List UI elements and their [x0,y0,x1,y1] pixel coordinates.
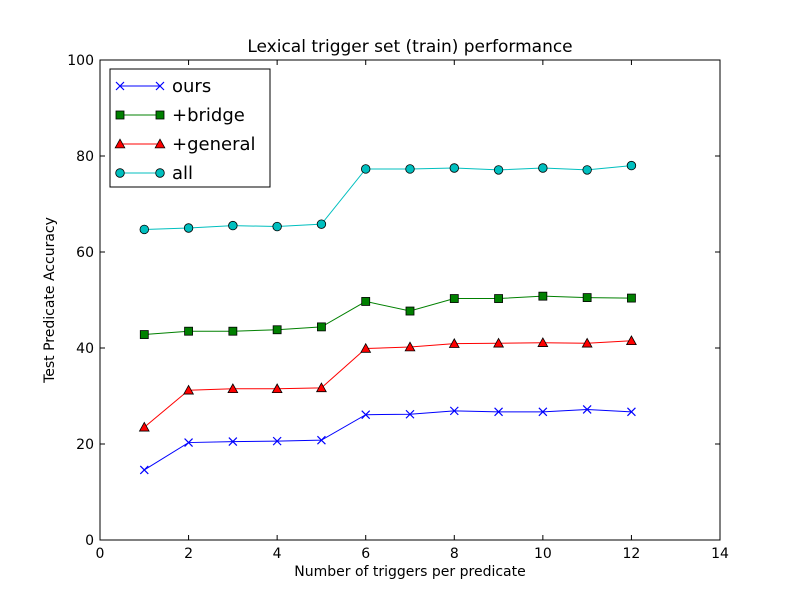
data-point-all [626,160,637,171]
x-tick-label: 4 [273,546,282,562]
data-point-bridge [582,293,592,303]
data-point-all [405,164,415,174]
data-point-all [139,224,149,235]
series-group [138,160,637,475]
legend-label-ours: ours [172,76,211,97]
legend-entry-general: +general [114,134,256,155]
y-tick-label: 20 [76,437,94,453]
y-tick-label: 40 [76,341,94,357]
data-point-bridge [494,294,503,303]
legend-marker-all [155,168,165,178]
x-tick-label: 12 [623,546,641,562]
series-all [139,160,637,235]
data-point-general [360,342,372,353]
data-point-all [582,165,592,175]
legend-label-bridge: +bridge [172,105,245,126]
legend-marker-bridge [155,110,165,120]
x-axis-title: Number of triggers per predicate [294,564,525,580]
data-point-general [404,341,416,352]
x-tick-label: 6 [361,546,370,562]
data-point-bridge [405,306,415,316]
data-point-bridge [538,291,548,301]
y-axis: 0 20 40 60 80 100 [67,53,720,549]
data-point-general [227,383,239,394]
series-bridge [139,291,636,339]
data-point-all [316,219,327,229]
legend-marker-general [154,138,166,149]
data-point-bridge [228,326,238,336]
data-point-general [625,335,637,346]
data-point-all [493,165,504,175]
data-point-general [138,421,150,432]
series-line-ours [144,408,632,471]
legend-marker-ours [155,81,165,91]
data-point-bridge [449,294,459,303]
legend-marker-all [115,168,125,178]
y-tick-label: 0 [85,533,94,549]
data-point-bridge [272,325,282,335]
data-point-bridge [317,322,326,332]
data-point-all [449,163,459,173]
legend-marker-ours [115,81,125,91]
legend: ours +bridge +general all [109,68,271,188]
series-line-bridge [144,295,632,336]
data-point-ours [582,405,592,414]
data-point-ours [449,406,459,416]
y-tick-label: 80 [76,149,94,165]
legend-entry-ours: ours [115,76,211,97]
data-point-ours [317,435,326,445]
series-line-general [143,340,632,428]
y-axis-title: Test Predicate Accuracy [42,217,58,384]
data-point-bridge [184,326,193,336]
legend-label-general: +general [172,134,256,155]
data-point-all [538,163,548,173]
legend-label-all: all [172,163,193,184]
data-point-all [272,221,282,232]
data-point-ours [627,407,636,417]
y-tick-label: 100 [67,53,94,69]
legend-marker-bridge [115,110,125,120]
data-point-bridge [139,330,149,339]
data-point-general [315,382,327,393]
data-point-ours [139,465,149,475]
data-point-general [493,337,505,348]
data-point-all [361,164,371,174]
data-point-ours [228,437,238,447]
data-point-general [581,337,593,348]
data-point-ours [272,436,282,446]
x-tick-label: 2 [184,546,193,562]
data-point-ours [494,407,503,417]
data-point-general [448,338,460,348]
data-point-ours [538,407,548,417]
series-general [138,335,637,432]
legend-entry-all: all [115,163,193,184]
x-tick-label: 14 [711,546,729,562]
chart-title: Lexical trigger set (train) performance [247,37,572,57]
series-line-all [144,165,632,230]
data-point-ours [405,409,415,419]
series-ours [139,405,636,475]
x-tick-label: 0 [96,546,105,562]
data-point-bridge [361,297,371,306]
legend-marker-general [114,138,126,149]
data-point-general [537,337,549,347]
data-point-general [183,384,195,395]
x-axis: 0 2 4 6 8 10 12 14 [96,60,729,562]
y-tick-label: 60 [76,245,94,261]
data-point-bridge [627,293,636,303]
x-tick-label: 8 [450,546,459,562]
data-point-all [183,223,194,233]
data-point-ours [184,438,193,447]
data-point-general [271,383,283,394]
x-tick-label: 10 [534,546,552,562]
legend-box [109,68,271,188]
data-point-all [228,220,238,231]
legend-entry-bridge: +bridge [115,105,245,126]
data-point-ours [361,410,371,420]
